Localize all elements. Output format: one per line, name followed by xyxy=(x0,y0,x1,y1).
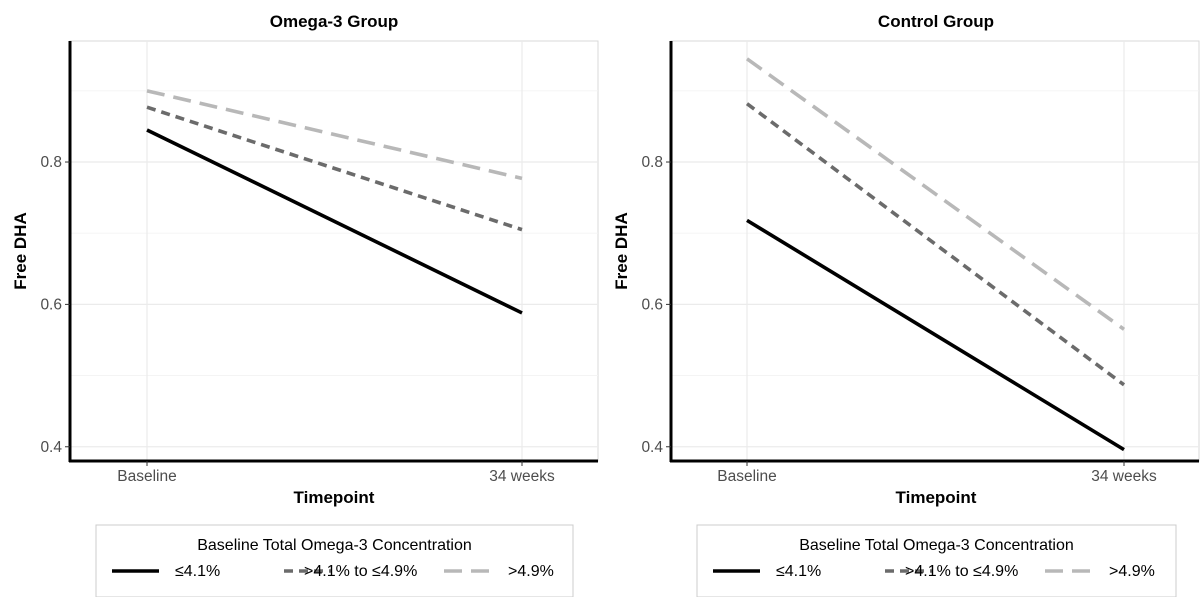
legend-box xyxy=(95,524,574,597)
chart-title: Omega-3 Group xyxy=(270,12,398,31)
chart-panel-2: 0.4 0.6 0.8 Baseline 34 weeks Control Group Ti… xyxy=(612,12,1200,597)
y-axis-title: Free DHA xyxy=(612,212,631,289)
series-line-3 xyxy=(745,57,1126,331)
legend: Baseline Total Omega-3 Concentration ≤4.1… xyxy=(696,524,1177,597)
x-tick-label: Baseline xyxy=(717,468,776,485)
x-axis-title: Timepoint xyxy=(294,488,375,507)
plot-area xyxy=(69,40,599,462)
legend-title: Baseline Total Omega-3 Concentration xyxy=(197,537,472,554)
legend-label-2: >4.1% to ≤4.9% xyxy=(905,563,1018,580)
x-tick-label: Baseline xyxy=(117,468,176,485)
y-tick-label: 0.4 xyxy=(641,439,663,456)
legend-box xyxy=(696,524,1177,597)
legend: Baseline Total Omega-3 Concentration ≤4.1… xyxy=(95,524,574,597)
x-tick-label: 34 weeks xyxy=(1091,468,1157,485)
series-line-3 xyxy=(146,89,523,181)
y-tick-label: 0.8 xyxy=(641,154,663,171)
x-axis-title: Timepoint xyxy=(896,488,977,507)
chart-title: Control Group xyxy=(878,12,994,31)
legend-label-1: ≤4.1% xyxy=(776,563,821,580)
y-tick-label: 0.8 xyxy=(40,154,62,171)
chart-panel-1: 0.4 0.6 0.8 Baseline 34 weeks Omega-3 Group Ti… xyxy=(11,12,599,597)
legend-title: Baseline Total Omega-3 Concentration xyxy=(799,537,1074,554)
legend-label-2: >4.1% to ≤4.9% xyxy=(304,563,417,580)
y-axis-title: Free DHA xyxy=(11,212,30,289)
legend-label-1: ≤4.1% xyxy=(175,563,220,580)
y-tick-label: 0.4 xyxy=(40,439,62,456)
series-line-1 xyxy=(746,218,1125,452)
y-tick-label: 0.6 xyxy=(40,296,62,313)
legend-label-3: >4.9% xyxy=(508,563,554,580)
legend-label-3: >4.9% xyxy=(1109,563,1155,580)
series-line-1 xyxy=(146,128,523,315)
series-line-2 xyxy=(745,102,1126,387)
x-tick-label: 34 weeks xyxy=(489,468,555,485)
series-line-2 xyxy=(146,105,523,232)
y-tick-label: 0.6 xyxy=(641,296,663,313)
